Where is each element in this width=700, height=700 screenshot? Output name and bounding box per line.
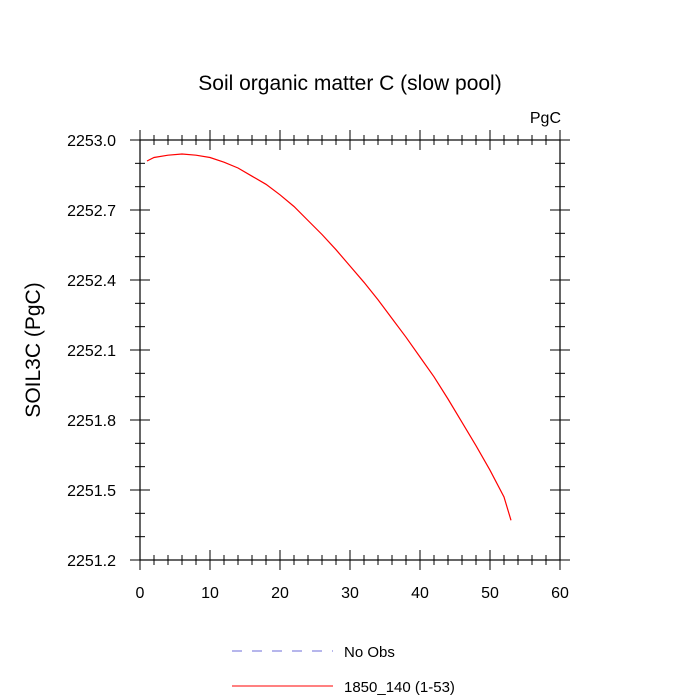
series-line bbox=[146, 153, 512, 521]
x-tick-label: 0 bbox=[136, 585, 145, 602]
y-axis-label: SOIL3C (PgC) bbox=[22, 282, 45, 417]
y-tick-label: 2253.0 bbox=[67, 133, 116, 150]
legend: No Obs 1850_140 (1-53) bbox=[232, 644, 455, 696]
x-tick-labels: 0 10 20 30 40 50 60 bbox=[136, 585, 569, 602]
legend-label: No Obs bbox=[344, 644, 395, 661]
x-tick-label: 30 bbox=[341, 585, 359, 602]
y-tick-label: 2251.8 bbox=[67, 413, 116, 430]
y-tick-label: 2251.5 bbox=[67, 483, 116, 500]
y-tick-label: 2252.7 bbox=[67, 203, 116, 220]
y-tick-label: 2252.1 bbox=[67, 343, 116, 360]
y-tick-label: 2251.2 bbox=[67, 553, 116, 570]
x-tick-label: 40 bbox=[411, 585, 429, 602]
x-tick-label: 10 bbox=[201, 585, 219, 602]
x-tick-label: 60 bbox=[551, 585, 569, 602]
units-label: PgC bbox=[530, 110, 561, 127]
x-tick-label: 20 bbox=[271, 585, 289, 602]
minor-ticks bbox=[135, 135, 565, 565]
plot-frame bbox=[139, 139, 561, 561]
x-tick-label: 50 bbox=[481, 585, 499, 602]
y-tick-labels: 2251.2 2251.5 2251.8 2252.1 2252.4 2252.7 2253… bbox=[67, 133, 116, 570]
legend-label: 1850_140 (1-53) bbox=[344, 679, 455, 696]
chart-title: Soil organic matter C (slow pool) bbox=[198, 72, 501, 95]
y-tick-label: 2252.4 bbox=[67, 273, 116, 290]
major-ticks bbox=[130, 130, 570, 570]
series-layer bbox=[146, 153, 512, 521]
